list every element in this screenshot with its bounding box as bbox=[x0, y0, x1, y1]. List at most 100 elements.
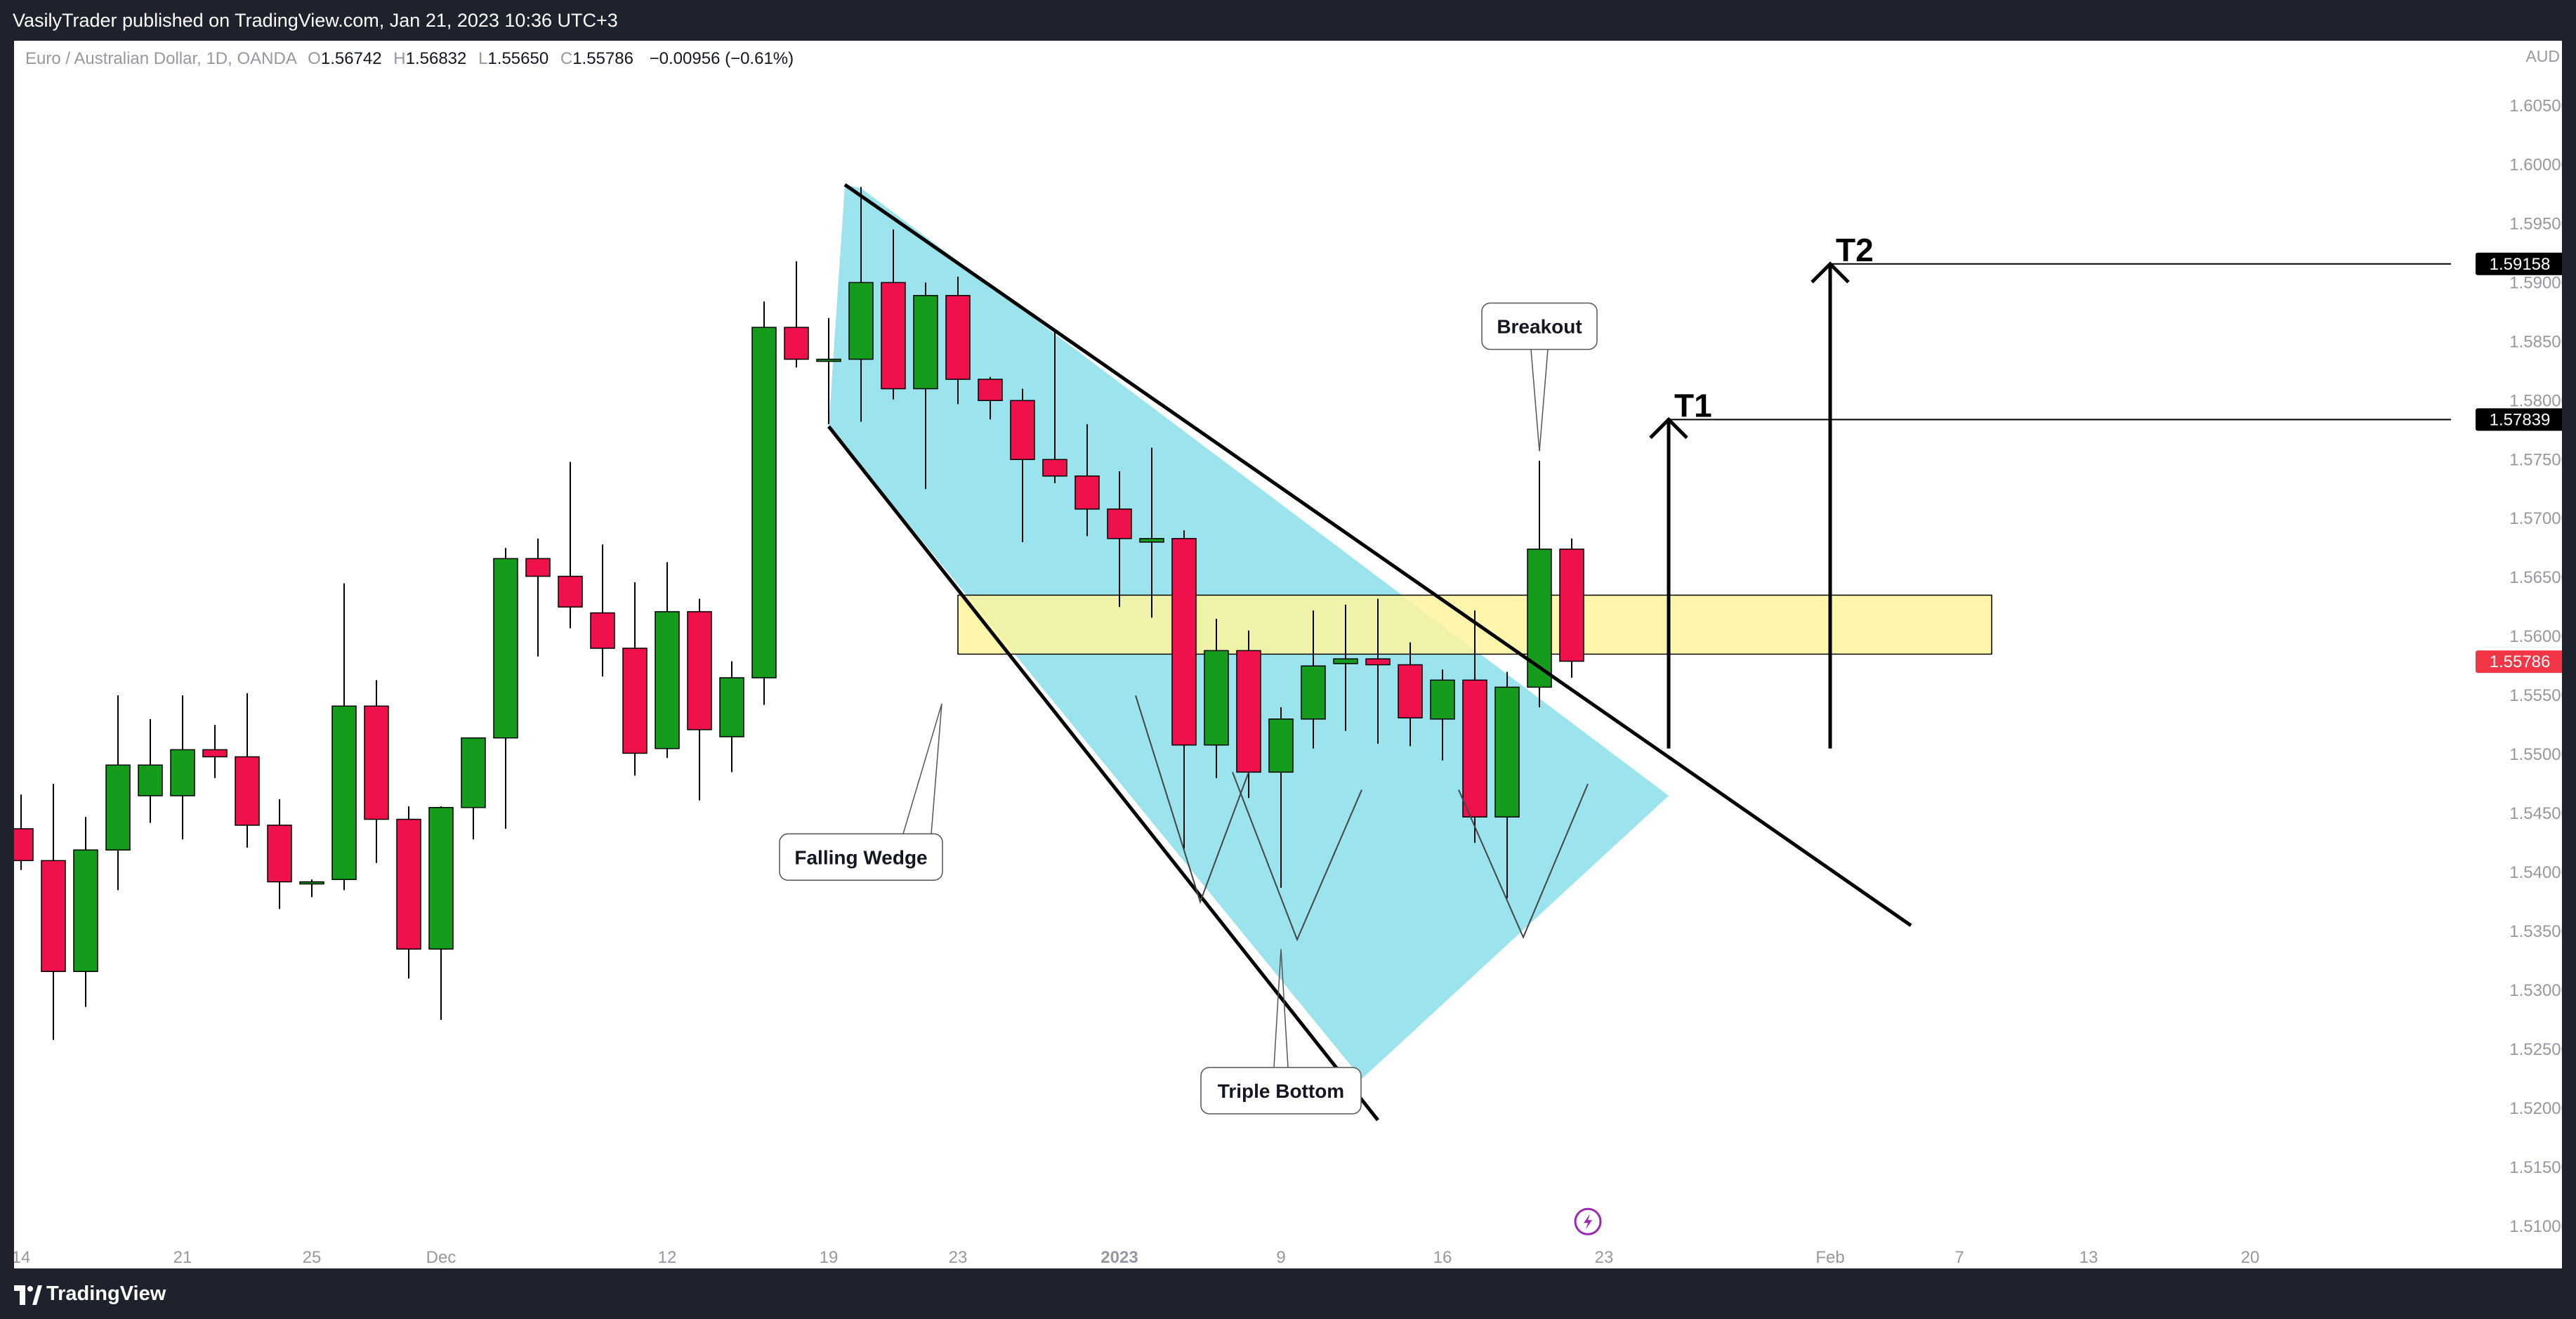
lightning-icon bbox=[1584, 1214, 1592, 1230]
bearish-candle bbox=[235, 756, 260, 826]
y-tick-label: 1.58000 bbox=[2509, 391, 2562, 410]
y-tick-label: 1.54500 bbox=[2509, 804, 2562, 823]
y-tick-label: 1.60500 bbox=[2509, 96, 2562, 115]
t1-label: T1 bbox=[1674, 387, 1712, 424]
bearish-candle bbox=[945, 295, 971, 380]
drawings-back-layer bbox=[829, 184, 1992, 1080]
bullish-candle bbox=[1527, 549, 1552, 688]
y-tick-label: 1.56000 bbox=[2509, 627, 2562, 646]
x-tick-label: 19 bbox=[820, 1248, 839, 1267]
drawings-front-layer: Falling Wedge Triple Bottom Breakout T1 T2 bbox=[779, 183, 2451, 1235]
bearish-candle bbox=[622, 648, 648, 754]
price-tag-text: 1.57839 bbox=[2490, 410, 2551, 429]
bearish-candle bbox=[364, 705, 389, 820]
wedge-upper-trendline bbox=[843, 183, 1912, 927]
bullish-candle bbox=[428, 806, 454, 950]
triple-bottom-sketch bbox=[1135, 695, 1249, 905]
y-tick-label: 1.52500 bbox=[2509, 1040, 2562, 1059]
bullish-candle bbox=[655, 611, 680, 749]
symbol-name: Euro / Australian Dollar, 1D, OANDA bbox=[25, 49, 296, 68]
y-tick-label: 1.57500 bbox=[2509, 450, 2562, 469]
y-tick-label: 1.53000 bbox=[2509, 981, 2562, 1000]
breakout-label: Breakout bbox=[1497, 315, 1582, 337]
close-label: C bbox=[560, 49, 573, 68]
x-tick-label: 20 bbox=[2241, 1248, 2260, 1267]
y-tick-label: 1.57000 bbox=[2509, 509, 2562, 528]
candles-layer bbox=[14, 187, 1584, 1040]
x-tick-label: 21 bbox=[173, 1248, 192, 1267]
price-tag-text: 1.59158 bbox=[2490, 255, 2551, 274]
y-tick-label: 1.60000 bbox=[2509, 155, 2562, 174]
x-tick-label: 14 bbox=[14, 1248, 30, 1267]
bullish-candle bbox=[719, 677, 744, 737]
bullish-candle bbox=[1333, 658, 1358, 664]
falling-wedge-label-pointer bbox=[902, 703, 942, 834]
bearish-candle bbox=[1236, 650, 1261, 773]
bearish-candle bbox=[558, 575, 583, 608]
bullish-candle bbox=[1139, 538, 1164, 543]
bullish-candle bbox=[493, 558, 518, 739]
bullish-candle bbox=[1204, 650, 1229, 746]
bearish-candle bbox=[396, 818, 421, 950]
bearish-candle bbox=[202, 749, 228, 758]
bearish-candle bbox=[784, 327, 809, 360]
close-value: 1.55786 bbox=[572, 49, 633, 68]
top-bar: VasilyTrader published on TradingView.co… bbox=[0, 0, 2576, 41]
triple-bottom-label: Triple Bottom bbox=[1218, 1080, 1344, 1102]
triple-bottom-label-pointer bbox=[1273, 949, 1289, 1068]
x-tick-label: 2023 bbox=[1100, 1248, 1138, 1267]
low-value: 1.55650 bbox=[487, 49, 549, 68]
high-label: H bbox=[393, 49, 406, 68]
triple-bottom-label-box bbox=[1200, 1067, 1362, 1115]
y-tick-label: 1.53500 bbox=[2509, 922, 2562, 941]
y-tick-label: 1.58500 bbox=[2509, 332, 2562, 351]
x-tick-label: Feb bbox=[1815, 1248, 1844, 1267]
x-tick-label: 13 bbox=[2079, 1248, 2098, 1267]
x-tick-label: 23 bbox=[949, 1248, 968, 1267]
bearish-candle bbox=[14, 828, 34, 862]
y-tick-label: 1.59000 bbox=[2509, 273, 2562, 292]
bullish-candle bbox=[138, 764, 163, 796]
bullish-candle bbox=[170, 749, 195, 796]
currency-label: AUD bbox=[2525, 47, 2560, 65]
x-tick-label: 23 bbox=[1595, 1248, 1614, 1267]
bullish-candle bbox=[1494, 686, 1520, 818]
bullish-candle bbox=[331, 705, 357, 880]
y-tick-label: 1.55000 bbox=[2509, 745, 2562, 764]
bearish-candle bbox=[590, 612, 615, 649]
publisher-info: VasilyTrader published on TradingView.co… bbox=[13, 10, 618, 31]
bullish-candle bbox=[1268, 718, 1294, 773]
high-value: 1.56832 bbox=[405, 49, 467, 68]
bearish-candle bbox=[525, 558, 551, 577]
chart-pane[interactable]: Falling Wedge Triple Bottom Breakout T1 T2 A… bbox=[14, 41, 2562, 1268]
y-tick-label: 1.51500 bbox=[2509, 1158, 2562, 1177]
x-tick-label: 7 bbox=[1954, 1248, 1964, 1267]
open-value: 1.56742 bbox=[320, 49, 382, 68]
bearish-candle bbox=[1010, 400, 1035, 461]
bullish-candle bbox=[1430, 679, 1455, 720]
bullish-candle bbox=[461, 737, 486, 808]
bearish-candle bbox=[1559, 549, 1584, 662]
bearish-candle bbox=[267, 825, 292, 883]
chart-svg[interactable]: Falling Wedge Triple Bottom Breakout T1 T2 A… bbox=[14, 41, 2562, 1268]
x-tick-label: 9 bbox=[1276, 1248, 1285, 1267]
change-value: −0.00956 (−0.61%) bbox=[649, 49, 794, 68]
bearish-candle bbox=[687, 611, 712, 730]
bullish-candle bbox=[299, 881, 324, 885]
wedge-lower-trendline bbox=[827, 425, 1379, 1122]
bearish-candle bbox=[1042, 459, 1067, 477]
x-tick-label: Dec bbox=[426, 1248, 456, 1267]
price-tag-text: 1.55786 bbox=[2490, 652, 2551, 671]
tradingview-logo-icon bbox=[14, 1285, 42, 1305]
x-tick-label: 25 bbox=[303, 1248, 322, 1267]
bullish-candle bbox=[848, 282, 874, 360]
x-tick-label: 12 bbox=[658, 1248, 677, 1267]
y-tick-label: 1.55500 bbox=[2509, 686, 2562, 705]
bearish-candle bbox=[1107, 508, 1132, 539]
bearish-candle bbox=[978, 379, 1003, 402]
price-tag-target bbox=[2476, 408, 2562, 431]
falling-wedge-label-box bbox=[779, 833, 943, 881]
triple-bottom-sketch bbox=[1458, 783, 1589, 940]
axes-layer: AUD 1.51000 1.51500 1.52000 1.52500 1.53000 1.… bbox=[14, 47, 2562, 1267]
y-tick-label: 1.56500 bbox=[2509, 568, 2562, 587]
